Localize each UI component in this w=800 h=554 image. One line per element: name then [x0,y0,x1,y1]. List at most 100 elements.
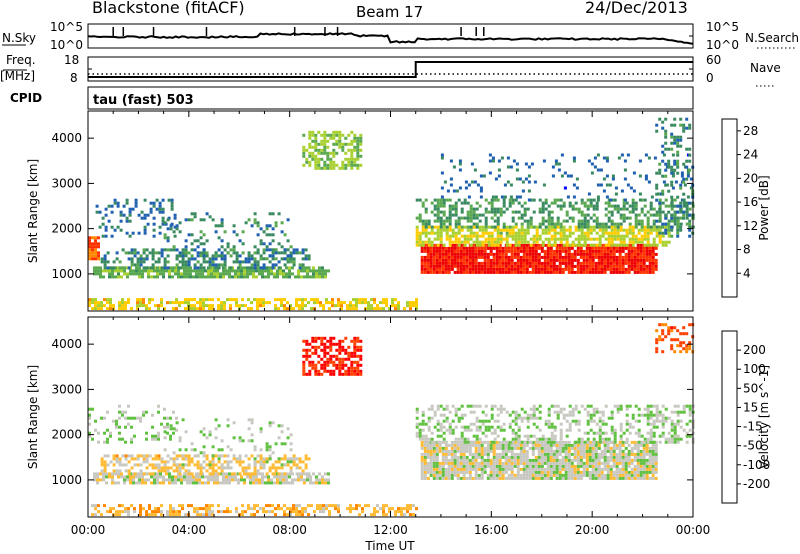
heatmap-cell [106,301,109,305]
heatmap-cell [462,261,466,265]
heatmap-cell [451,207,455,211]
heatmap-cell [332,363,336,367]
heatmap-cell [326,345,330,349]
heatmap-cell [201,269,204,273]
heatmap-cell [543,270,547,274]
heatmap-cell [332,342,336,346]
heatmap-cell [508,204,512,208]
heatmap-cell [471,246,475,250]
heatmap-cell [570,264,574,268]
heatmap-cell [127,472,131,476]
heatmap-cell [516,470,520,474]
heatmap-cell [481,240,485,244]
heatmap-cell [516,461,520,465]
heatmap-cell [160,466,164,470]
heatmap-cell [555,440,559,444]
heatmap-cell [489,458,493,462]
heatmap-cell [435,255,439,259]
heatmap-cell [459,470,463,474]
heatmap-cell [429,455,433,459]
heatmap-cell [311,130,315,134]
heatmap-cell [531,258,535,262]
heatmap-cell [484,228,488,232]
heatmap-cell [243,478,246,482]
heatmap-cell [531,476,535,480]
heatmap-cell [334,507,337,511]
heatmap-cell [527,165,531,169]
heatmap-cell [667,159,671,163]
heatmap-cell [537,458,541,462]
heatmap-cell [222,472,225,476]
heatmap-cell [172,507,175,511]
heatmap-cell [337,301,340,305]
heatmap-cell [223,230,227,234]
heatmap-cell [438,243,442,247]
heatmap-cell [325,298,328,302]
heatmap-cell [312,272,315,276]
heatmap-cell [338,166,342,170]
heatmap-cell [528,476,532,480]
heatmap-cell [172,463,176,467]
heatmap-cell [426,246,430,250]
heatmap-cell [157,251,161,255]
heatmap-cell [580,231,584,235]
heatmap-cell [138,272,141,276]
heatmap-cell [312,472,315,476]
heatmap-cell [535,234,539,238]
heatmap-cell [679,144,683,148]
heatmap-cell [436,201,440,205]
heatmap-cell [558,470,562,474]
heatmap-cell [420,470,424,474]
heatmap-cell [531,252,535,256]
heatmap-cell [564,258,568,262]
heatmap-cell [208,257,212,261]
heatmap-cell [549,458,553,462]
heatmap-cell [127,469,131,473]
heatmap-cell [498,464,502,468]
heatmap-cell [274,221,278,225]
heatmap-cell [510,452,514,456]
heatmap-cell [183,272,186,276]
heatmap-cell [220,469,224,473]
heatmap-cell [540,267,544,271]
heatmap-cell [498,261,502,265]
heatmap-cell [606,249,610,253]
heatmap-cell [507,458,511,462]
heatmap-cell [222,269,225,273]
heatmap-cell [567,264,571,268]
heatmap-cell [353,345,357,349]
heatmap-cell [283,263,287,267]
heatmap-cell [332,148,336,152]
heatmap-cell [537,464,541,468]
heatmap-cell [456,467,460,471]
heatmap-cell [199,304,202,308]
heatmap-cell [426,264,430,268]
heatmap-cell [676,225,680,229]
heatmap-cell [105,475,108,479]
heatmap-cell [570,476,574,480]
heatmap-cell [537,252,541,256]
heatmap-cell [128,210,132,214]
heatmap-cell [469,228,473,232]
heatmap-cell [568,201,572,205]
heatmap-cell [505,237,509,241]
heatmap-cell [547,222,551,226]
heatmap-cell [220,263,224,267]
heatmap-cell [187,251,191,255]
heatmap-cell [326,166,330,170]
heatmap-cell [311,366,315,370]
heatmap-cell [484,216,488,220]
heatmap-cell [486,446,490,450]
heatmap-cell [136,463,140,467]
heatmap-cell [323,148,327,152]
heatmap-cell [232,251,236,255]
heatmap-cell [406,304,409,308]
heatmap-cell [423,452,427,456]
heatmap-cell [450,467,454,471]
heatmap-cell [435,446,439,450]
heatmap-cell [175,421,179,425]
heatmap-cell [481,243,485,247]
heatmap-cell [573,473,577,477]
heatmap-cell [303,269,306,273]
